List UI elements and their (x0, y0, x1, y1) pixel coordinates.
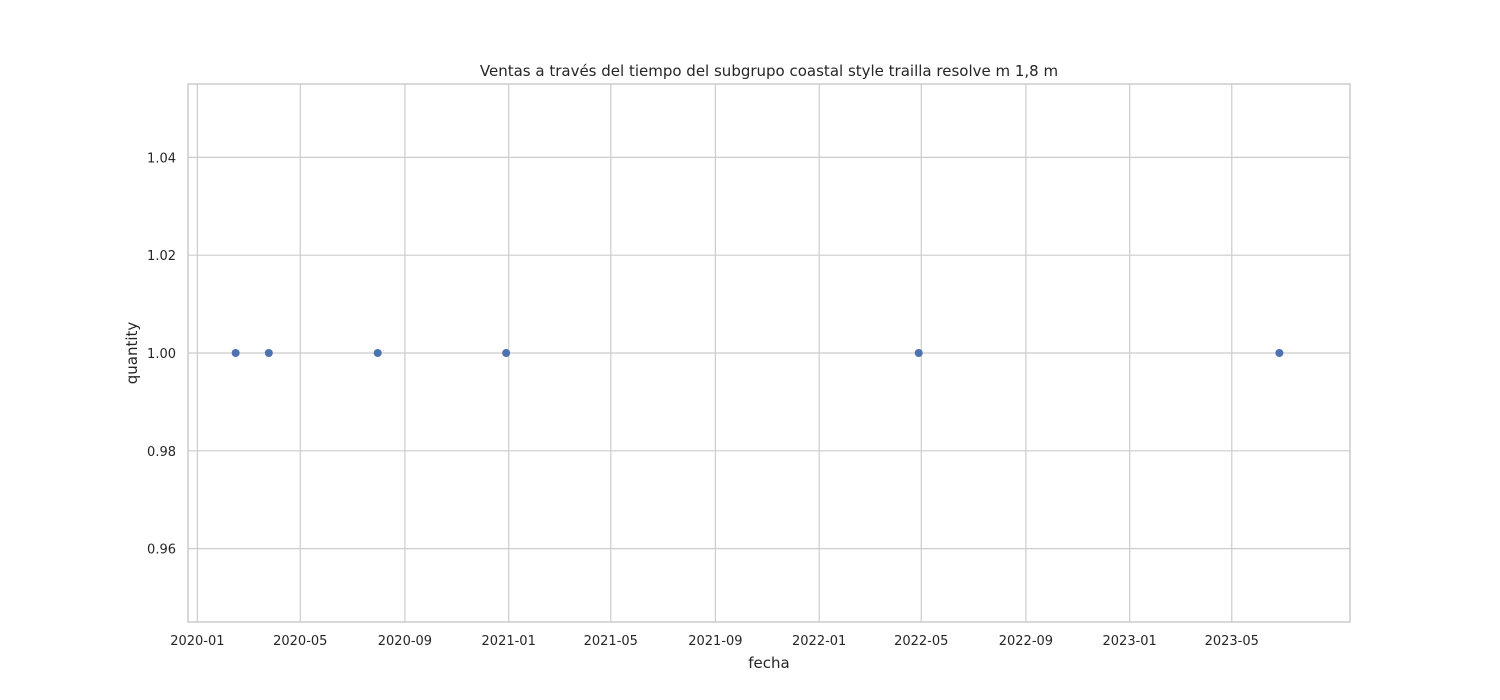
y-tick-labels: 0.96 0.98 1.00 1.02 1.04 (147, 151, 176, 557)
x-tick-labels: 2020-01 2020-05 2020-09 2021-01 2021-05 2021-… (170, 634, 1259, 649)
data-point (1275, 349, 1284, 357)
data-point (914, 349, 923, 357)
x-tick-label: 2020-09 (378, 634, 432, 649)
x-tick-label: 2022-01 (792, 634, 846, 649)
y-grid-lines (188, 156, 1350, 550)
x-tick-label: 2022-09 (999, 634, 1053, 649)
data-point (373, 349, 382, 357)
x-tick-label: 2022-05 (894, 634, 948, 649)
data-points (231, 349, 1284, 357)
x-axis-label: fecha (748, 654, 789, 672)
y-axis-label: quantity (123, 322, 141, 385)
y-tick-label: 0.98 (147, 445, 176, 460)
data-point (502, 349, 511, 357)
data-point (264, 349, 273, 357)
x-tick-label: 2023-01 (1103, 634, 1157, 649)
chart-title: Ventas a través del tiempo del subgrupo … (480, 62, 1058, 80)
y-tick-label: 1.02 (147, 249, 176, 264)
data-point (231, 349, 240, 357)
plot-frame (187, 83, 1351, 623)
x-tick-label: 2020-05 (273, 634, 327, 649)
x-tick-label: 2020-01 (170, 634, 224, 649)
x-tick-label: 2021-09 (688, 634, 742, 649)
x-tick-label: 2021-01 (482, 634, 536, 649)
y-tick-label: 0.96 (147, 543, 176, 558)
y-tick-label: 1.00 (147, 347, 176, 362)
y-tick-label: 1.04 (147, 151, 176, 166)
x-tick-label: 2021-05 (584, 634, 638, 649)
x-tick-label: 2023-05 (1205, 634, 1259, 649)
